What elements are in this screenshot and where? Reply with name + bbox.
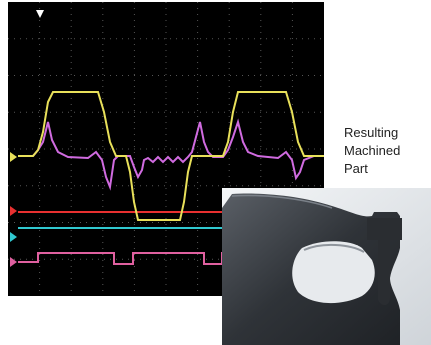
machined-part-photo: [222, 188, 431, 345]
caption: Resulting Machined Part: [344, 124, 400, 178]
scope-grid: [8, 2, 324, 296]
metal-part-highlight: [303, 244, 365, 253]
metal-part-tab: [367, 218, 402, 306]
trace-yellow: [18, 91, 324, 221]
channel-5-marker-icon: [10, 257, 17, 267]
channel-3-marker-icon: [10, 206, 17, 216]
channel-1-marker-icon: [10, 152, 17, 162]
trigger-marker-icon: [36, 10, 44, 18]
metal-part-edge: [231, 194, 333, 209]
caption-line-1: Resulting: [344, 125, 399, 140]
trace-magenta: [18, 118, 324, 191]
channel-4-marker-icon: [10, 232, 17, 242]
metal-part-cutout: [292, 241, 375, 304]
caption-line-3: Part: [344, 161, 368, 176]
oscilloscope-screen: [8, 2, 324, 296]
caption-line-2: Machined: [344, 143, 401, 158]
